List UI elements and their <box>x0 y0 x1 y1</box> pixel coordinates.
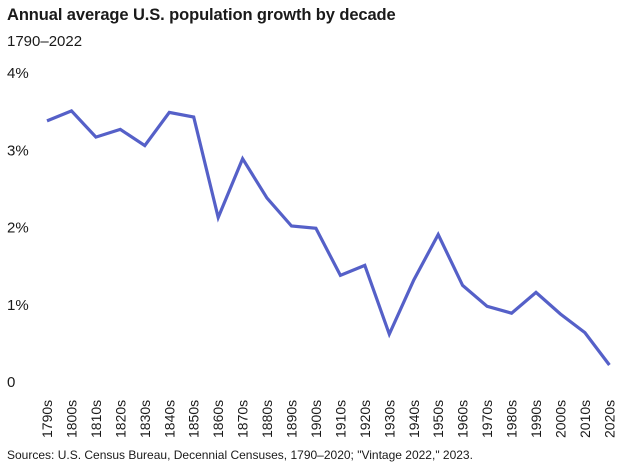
x-tick-label: 1840s <box>161 400 177 438</box>
x-tick-label: 1860s <box>210 400 226 438</box>
x-tick-label: 1800s <box>63 400 79 438</box>
x-tick-label: 1890s <box>284 400 300 438</box>
chart-subtitle: 1790–2022 <box>7 33 83 50</box>
x-tick-label: 1820s <box>112 400 128 438</box>
x-tick-label: 2020s <box>601 400 617 438</box>
x-axis: 1790s 1800s 1810s 1820s 1830s 1840s 1850s 1860s… <box>39 400 617 438</box>
x-tick-label: 2000s <box>552 400 568 438</box>
x-tick-label: 1920s <box>357 400 373 438</box>
x-tick-label: 1990s <box>528 400 544 438</box>
x-tick-label: 1910s <box>332 400 348 438</box>
x-tick-label: 1950s <box>430 400 446 438</box>
x-tick-label: 2010s <box>577 400 593 438</box>
y-tick-label: 2% <box>7 220 29 237</box>
y-tick-label: 0 <box>7 374 15 391</box>
x-tick-label: 1930s <box>381 400 397 438</box>
x-tick-label: 1850s <box>186 400 202 438</box>
x-tick-label: 1870s <box>235 400 251 438</box>
source-note: Sources: U.S. Census Bureau, Decennial C… <box>7 448 473 462</box>
x-tick-label: 1960s <box>455 400 471 438</box>
x-tick-label: 1830s <box>137 400 153 438</box>
chart-title: Annual average U.S. population growth by… <box>7 6 396 24</box>
x-tick-label: 1880s <box>259 400 275 438</box>
series-line <box>46 109 611 366</box>
x-tick-label: 1980s <box>504 400 520 438</box>
x-tick-label: 1900s <box>308 400 324 438</box>
y-tick-label: 4% <box>7 65 29 82</box>
plot-area <box>46 109 611 366</box>
x-tick-label: 1810s <box>88 400 104 438</box>
x-tick-label: 1790s <box>39 400 55 438</box>
y-axis: 0 1% 2% 3% 4% <box>7 65 29 391</box>
x-tick-label: 1970s <box>479 400 495 438</box>
y-tick-label: 1% <box>7 297 29 314</box>
y-tick-label: 3% <box>7 142 29 159</box>
x-tick-label: 1940s <box>406 400 422 438</box>
